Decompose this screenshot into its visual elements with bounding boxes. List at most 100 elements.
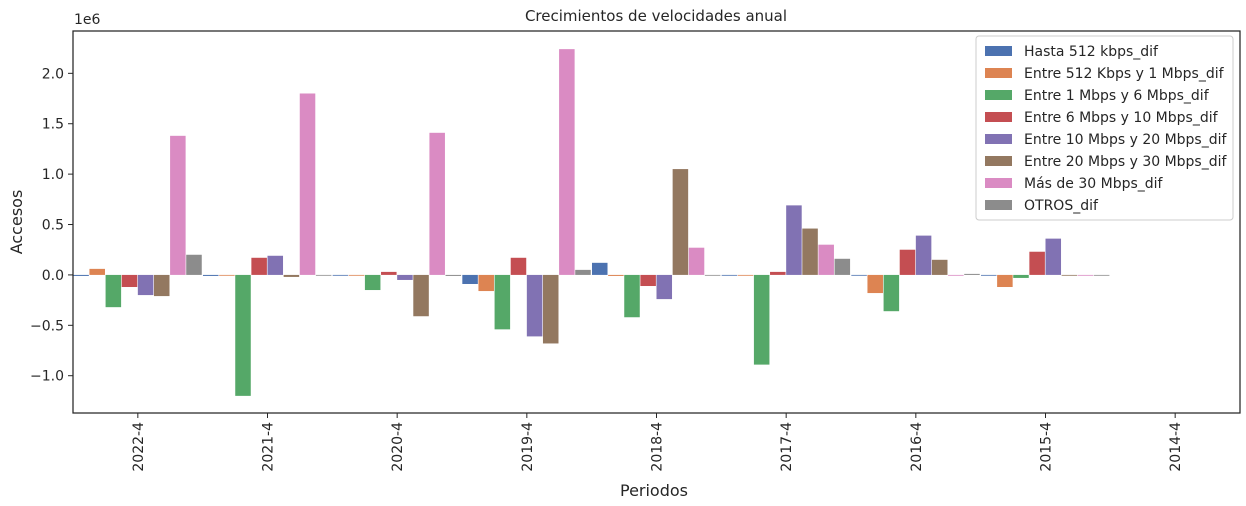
y-tick-label: −1.0 (30, 369, 64, 385)
legend-label: Entre 512 Kbps y 1 Mbps_dif (1024, 66, 1225, 82)
bar-2019-4-series-1 (478, 274, 494, 292)
bar-2016-4-series-3 (899, 249, 916, 275)
legend-label: Entre 1 Mbps y 6 Mbps_dif (1024, 88, 1210, 104)
legend-swatch (985, 46, 1012, 56)
bar-2016-4-series-0 (851, 274, 867, 276)
bar-2017-4-series-4 (786, 205, 802, 275)
bar-2018-4-series-0 (591, 262, 608, 275)
bar-2019-4-series-4 (526, 274, 543, 337)
bar-2022-4-series-6 (170, 135, 186, 275)
bar-2022-4-series-4 (137, 274, 154, 296)
bar-2021-4-series-4 (267, 255, 284, 275)
x-tick-label: 2014-4 (1168, 422, 1184, 472)
bar-2021-4-series-6 (299, 93, 316, 275)
y-ticks: −1.0 −0.5 0.0 0.5 1.0 1.5 2.0 (30, 66, 73, 385)
bar-2016-4-series-1 (867, 274, 883, 294)
bar-2017-4-series-6 (818, 244, 834, 275)
bar-2018-4-series-2 (624, 274, 640, 318)
bar-2021-4-series-3 (251, 257, 267, 275)
legend-swatch (985, 68, 1012, 78)
bar-2017-4-series-3 (770, 271, 786, 275)
legend-label: Entre 10 Mbps y 20 Mbps_dif (1024, 132, 1228, 148)
legend-swatch (985, 156, 1012, 166)
x-tick-label: 2018-4 (650, 422, 666, 472)
bar-2015-4-series-5 (1061, 274, 1078, 276)
bar-2018-4-series-4 (656, 274, 673, 300)
bar-2021-4-series-7 (315, 274, 332, 276)
bar-2016-4-series-5 (931, 259, 948, 275)
bar-2016-4-series-6 (948, 274, 964, 276)
bar-2015-4-series-0 (980, 274, 997, 276)
bar-2022-4-series-0 (73, 274, 89, 276)
bar-2021-4-series-5 (283, 274, 300, 277)
bar-2020-4-series-1 (348, 274, 365, 276)
bar-2022-4-series-1 (89, 268, 105, 275)
bar-2015-4-series-6 (1077, 274, 1094, 276)
bar-2021-4-series-2 (235, 274, 251, 396)
bar-2020-4-series-3 (381, 271, 397, 275)
bar-2019-4-series-7 (575, 269, 591, 275)
x-tick-label: 2020-4 (390, 422, 406, 472)
bar-2015-4-series-7 (1093, 274, 1110, 276)
y-tick-label: 1.0 (42, 167, 64, 183)
bar-2019-4-series-3 (510, 257, 527, 275)
bar-2016-4-series-4 (915, 235, 932, 275)
y-tick-label: 1.5 (42, 117, 64, 133)
x-tick-label: 2015-4 (1039, 422, 1055, 472)
bar-2017-4-series-0 (721, 274, 738, 276)
x-tick-label: 2022-4 (131, 422, 147, 472)
bars-layer (73, 49, 1110, 396)
x-tick-label: 2021-4 (261, 422, 277, 472)
bar-2018-4-series-6 (688, 247, 705, 275)
legend-label: Más de 30 Mbps_dif (1024, 176, 1164, 192)
y-tick-label: 2.0 (42, 66, 64, 82)
bar-2018-4-series-5 (672, 169, 689, 275)
bar-2019-4-series-2 (494, 274, 511, 330)
x-tick-label: 2017-4 (779, 422, 795, 472)
bar-2017-4-series-1 (737, 274, 754, 276)
bar-2017-4-series-5 (802, 228, 818, 275)
bar-2017-4-series-7 (834, 258, 851, 275)
y-offset-label: 1e6 (74, 12, 101, 28)
bar-2015-4-series-2 (1013, 274, 1029, 278)
bar-2018-4-series-3 (640, 274, 656, 287)
legend-swatch (985, 178, 1012, 188)
bar-2022-4-series-7 (186, 254, 202, 275)
bar-2016-4-series-2 (883, 274, 900, 312)
legend-swatch (985, 112, 1012, 122)
y-tick-label: 0.5 (42, 218, 64, 234)
x-axis-label: Periodos (620, 481, 688, 500)
bar-2020-4-series-2 (364, 274, 381, 291)
bar-2022-4-series-3 (121, 274, 138, 288)
bar-2020-4-series-0 (332, 274, 349, 276)
chart-title: Crecimientos de velocidades anual (525, 7, 787, 25)
legend-swatch (985, 90, 1012, 100)
bar-2018-4-series-7 (704, 274, 721, 276)
legend-label: OTROS_dif (1024, 198, 1099, 214)
bar-2021-4-series-0 (202, 274, 219, 276)
plot-frame (72, 30, 1241, 414)
bar-2020-4-series-7 (445, 274, 462, 276)
bar-2022-4-series-5 (153, 274, 170, 297)
legend-label: Hasta 512 kbps_dif (1024, 44, 1159, 60)
x-ticks: 2022-4 2021-4 2020-4 2019-4 2018-4 2017-4 2016… (131, 413, 1184, 472)
bar-2015-4-series-3 (1029, 251, 1045, 275)
bar-2016-4-series-7 (964, 273, 980, 275)
legend-label: Entre 6 Mbps y 10 Mbps_dif (1024, 110, 1219, 126)
bar-2018-4-series-1 (608, 274, 624, 276)
y-axis-label: Accesos (7, 190, 26, 255)
legend-swatch (985, 200, 1012, 210)
bar-2017-4-series-2 (753, 274, 770, 365)
x-tick-label: 2016-4 (909, 422, 925, 472)
legend: Hasta 512 kbps_dif Entre 512 Kbps y 1 Mbp… (975, 35, 1234, 221)
y-tick-label: 0.0 (42, 268, 64, 284)
bar-2019-4-series-6 (559, 49, 575, 275)
bar-2015-4-series-1 (997, 274, 1013, 288)
bar-2020-4-series-5 (413, 274, 429, 317)
legend-swatch (985, 134, 1012, 144)
y-tick-label: −0.5 (30, 318, 64, 334)
bar-2021-4-series-1 (219, 274, 235, 276)
bar-2020-4-series-6 (429, 132, 445, 275)
bar-2015-4-series-4 (1045, 238, 1062, 275)
